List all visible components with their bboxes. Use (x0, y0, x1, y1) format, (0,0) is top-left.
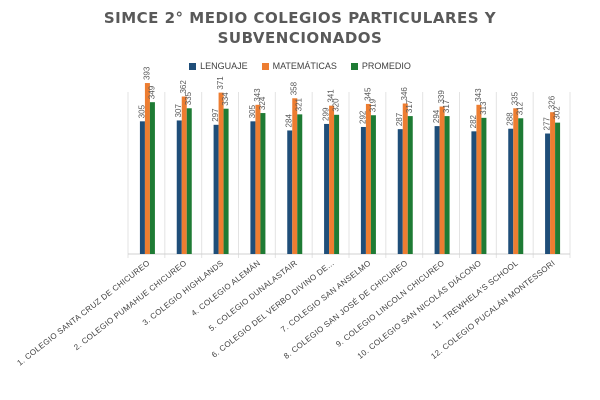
bar-matematicas-3 (218, 92, 224, 255)
bar-matematicas-8 (402, 103, 408, 255)
data-label-matematicas-1: 393 (142, 66, 151, 80)
legend-item-matematicas: MATEMÁTICAS (261, 61, 337, 71)
data-label-lenguaje-6: 299 (322, 107, 331, 121)
data-label-lenguaje-2: 307 (174, 104, 183, 118)
bar-matematicas-2 (181, 96, 187, 254)
data-label-promedio-7: 319 (368, 98, 377, 112)
bar-promedio-11 (518, 118, 524, 254)
data-label-lenguaje-12: 277 (543, 117, 552, 131)
data-label-matematicas-7: 345 (363, 87, 372, 101)
bar-promedio-6 (334, 114, 340, 254)
category-label-1: 1. COLEGIO SANTA CRUZ DE CHICUREO (15, 258, 151, 367)
data-label-lenguaje-11: 288 (506, 112, 515, 126)
bar-lenguaje-7 (360, 126, 366, 254)
category-label-4: 4. COLEGIO ALEMÁN (190, 258, 263, 318)
legend-label-promedio: PROMEDIO (361, 61, 411, 71)
legend-swatch-promedio (350, 62, 358, 70)
bar-lenguaje-4 (250, 121, 256, 254)
data-label-promedio-4: 324 (258, 96, 267, 110)
bar-promedio-2 (186, 108, 192, 255)
data-label-matematicas-8: 346 (400, 87, 409, 101)
bar-lenguaje-6 (324, 123, 330, 254)
bar-promedio-7 (370, 115, 376, 254)
bar-lenguaje-5 (287, 130, 293, 254)
data-label-promedio-6: 320 (332, 98, 341, 112)
legend-swatch-matematicas (261, 62, 269, 70)
bar-lenguaje-10 (471, 131, 477, 254)
legend-item-lenguaje: LENGUAJE (189, 61, 248, 71)
bar-promedio-8 (407, 116, 413, 254)
chart-title: SIMCE 2° MEDIO COLEGIOS PARTICULARES Y S… (0, 8, 600, 48)
bar-promedio-3 (223, 108, 229, 255)
bar-lenguaje-12 (545, 133, 551, 254)
bar-promedio-12 (555, 122, 561, 254)
data-label-matematicas-6: 341 (327, 89, 336, 103)
data-label-lenguaje-1: 305 (137, 104, 146, 118)
data-label-promedio-1: 349 (147, 85, 156, 99)
bar-matematicas-1 (144, 83, 150, 254)
data-label-matematicas-11: 335 (511, 91, 520, 105)
bar-lenguaje-8 (397, 129, 403, 254)
bar-matematicas-9 (439, 106, 445, 254)
data-label-matematicas-2: 362 (179, 80, 188, 94)
data-label-promedio-10: 313 (479, 101, 488, 115)
data-label-promedio-9: 317 (442, 99, 451, 113)
chart-legend: LENGUAJE MATEMÁTICAS PROMEDIO (0, 61, 600, 71)
data-label-promedio-11: 312 (516, 101, 525, 115)
bar-lenguaje-1 (139, 121, 145, 254)
data-label-promedio-12: 302 (553, 106, 562, 120)
bar-matematicas-5 (292, 98, 298, 255)
data-label-promedio-5: 321 (295, 97, 304, 111)
bar-matematicas-11 (513, 108, 519, 255)
bar-promedio-4 (260, 113, 266, 254)
data-label-lenguaje-8: 287 (395, 112, 404, 126)
bar-matematicas-10 (476, 104, 482, 254)
data-label-matematicas-10: 343 (474, 88, 483, 102)
bar-matematicas-4 (255, 104, 261, 254)
legend-item-promedio: PROMEDIO (350, 61, 411, 71)
data-label-matematicas-4: 343 (253, 88, 262, 102)
data-label-promedio-2: 335 (184, 91, 193, 105)
legend-label-lenguaje: LENGUAJE (200, 61, 248, 71)
data-label-lenguaje-7: 292 (358, 110, 367, 124)
legend-label-matematicas: MATEMÁTICAS (272, 61, 337, 71)
bar-promedio-10 (481, 117, 487, 254)
data-label-promedio-3: 334 (221, 92, 230, 106)
chart-title-line2: SUBVENCIONADOS (217, 29, 383, 47)
bar-matematicas-6 (329, 105, 335, 254)
data-label-lenguaje-4: 305 (248, 104, 257, 118)
bar-promedio-1 (149, 102, 155, 254)
bar-lenguaje-9 (434, 126, 440, 254)
bar-promedio-5 (297, 114, 303, 255)
legend-swatch-lenguaje (189, 62, 197, 70)
data-label-matematicas-9: 339 (437, 90, 446, 104)
data-label-promedio-8: 317 (405, 99, 414, 113)
data-label-matematicas-3: 371 (216, 76, 225, 90)
bar-lenguaje-3 (213, 124, 219, 255)
data-label-lenguaje-10: 282 (469, 114, 478, 128)
data-label-matematicas-12: 326 (548, 95, 557, 109)
bar-promedio-9 (444, 116, 450, 254)
data-label-lenguaje-5: 284 (285, 114, 294, 128)
data-label-lenguaje-9: 294 (432, 109, 441, 123)
data-label-lenguaje-3: 297 (211, 108, 220, 122)
bar-matematicas-12 (550, 112, 556, 254)
data-label-matematicas-5: 358 (290, 81, 299, 95)
chart-title-line1: SIMCE 2° MEDIO COLEGIOS PARTICULARES Y (103, 9, 497, 27)
bar-lenguaje-2 (176, 120, 182, 254)
bar-lenguaje-11 (508, 128, 514, 254)
bar-matematicas-7 (365, 103, 371, 254)
